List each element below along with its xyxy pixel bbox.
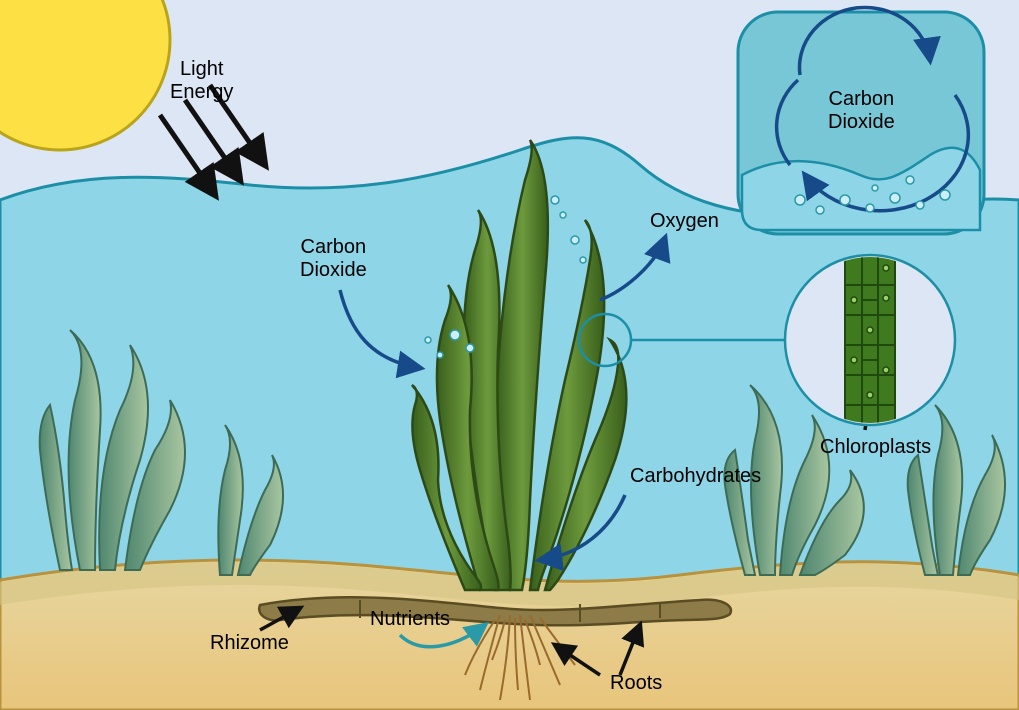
label-co2-water: Carbon Dioxide bbox=[300, 236, 367, 282]
label-light-energy: Light Energy bbox=[170, 58, 233, 104]
label-carbohydrates: Carbohydrates bbox=[630, 465, 761, 488]
chloroplast-detail bbox=[785, 255, 955, 425]
label-co2-inset: Carbon Dioxide bbox=[828, 88, 895, 134]
label-chloroplasts: Chloroplasts bbox=[820, 436, 931, 459]
label-rhizome: Rhizome bbox=[210, 632, 289, 655]
label-oxygen: Oxygen bbox=[650, 210, 719, 233]
label-roots: Roots bbox=[610, 672, 662, 695]
diagram-stage: Light Energy Carbon Dioxide Oxygen Carbo… bbox=[0, 0, 1019, 710]
label-nutrients: Nutrients bbox=[370, 608, 450, 631]
